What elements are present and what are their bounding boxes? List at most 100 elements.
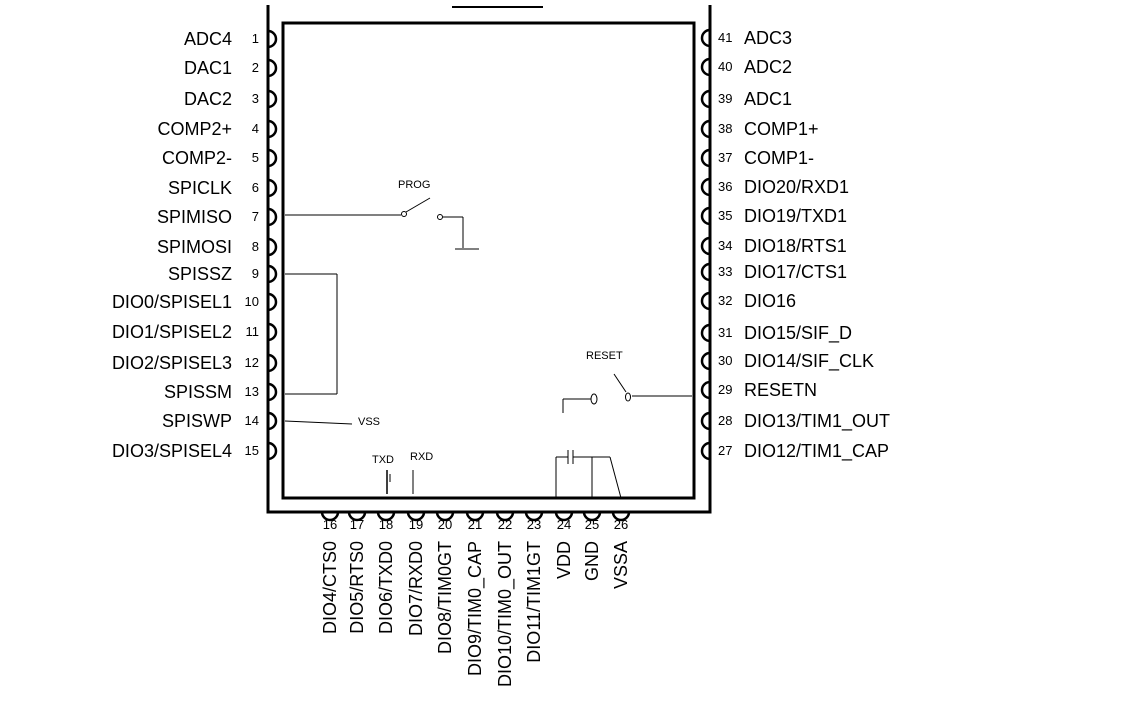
castellated-pads [267, 28, 711, 522]
bottom-pad [465, 511, 485, 522]
right-pad [700, 57, 711, 77]
right-pin-name: DIO14/SIF_CLK [744, 351, 874, 372]
left-pin-name: DIO1/SPISEL2 [112, 322, 232, 342]
left-pin-number: 4 [252, 121, 259, 136]
right-pad [700, 323, 711, 343]
bottom-pad [582, 511, 602, 522]
right-pad [700, 236, 711, 256]
bottom-pad [611, 511, 631, 522]
left-pin-number: 14 [245, 413, 259, 428]
left-pad [267, 119, 278, 139]
left-pad [267, 207, 278, 227]
left-pin-name: SPIMOSI [157, 237, 232, 257]
bottom-pin-name: DIO8/TIM0GT [435, 541, 455, 654]
bottom-pin-name: DIO5/RTS0 [347, 541, 367, 634]
right-pin-number: 32 [718, 293, 732, 308]
left-pin-name: COMP2+ [157, 119, 232, 139]
bottom-pad [376, 511, 396, 522]
reset-label: RESET [586, 350, 623, 362]
left-pad [267, 441, 278, 461]
right-pad [700, 206, 711, 226]
bottom-pin-name: VDD [554, 541, 574, 579]
left-pin-name: SPISWP [162, 411, 232, 431]
bottom-pin-name: GND [582, 541, 602, 581]
left-pad [267, 178, 278, 198]
left-pad [267, 353, 278, 373]
left-pin-name: COMP2- [162, 148, 232, 168]
bottom-pin-number: 22 [498, 517, 512, 532]
left-pin-name: DAC1 [184, 58, 232, 78]
left-pin-number: 11 [246, 324, 260, 339]
bottom-pin-number: 19 [409, 517, 423, 532]
bottom-pad [347, 511, 367, 522]
right-pin-name: ADC1 [744, 89, 792, 109]
left-pin-name: ADC4 [184, 29, 232, 49]
txd-rxd-notes: TXD RXD [372, 451, 433, 494]
right-pin-number: 28 [718, 413, 732, 428]
right-pin-name: DIO18/RTS1 [744, 236, 847, 256]
rxd-label: RXD [410, 451, 433, 463]
right-pin-name: COMP1+ [744, 119, 819, 139]
left-pad [267, 89, 278, 109]
left-pin-number: 9 [252, 266, 259, 281]
bottom-pad [524, 511, 544, 522]
left-pin-name: DIO3/SPISEL4 [112, 441, 232, 461]
left-pin-number: 7 [252, 209, 259, 224]
right-pin-name: ADC2 [744, 57, 792, 77]
left-pin-name: SPISSZ [168, 264, 232, 284]
left-pin-number: 10 [245, 294, 259, 309]
right-pin-number: 39 [718, 91, 732, 106]
prog-label: PROG [398, 179, 430, 191]
right-pad [700, 291, 711, 311]
left-pad [267, 237, 278, 257]
left-pad [267, 148, 278, 168]
right-pin-number: 30 [718, 353, 732, 368]
right-pin-number: 41 [718, 30, 732, 45]
prog-switch: PROG [285, 179, 479, 250]
right-pad [700, 89, 711, 109]
right-pad [700, 411, 711, 431]
decoupling-capacitor [555, 450, 622, 499]
left-pin-number: 3 [252, 91, 259, 106]
bottom-pin-number: 23 [527, 517, 541, 532]
bottom-pad [320, 511, 340, 522]
right-pad [700, 380, 711, 400]
left-pin-number: 2 [252, 60, 259, 75]
right-pin-name: DIO17/CTS1 [744, 262, 847, 282]
pin-labels: 1 ADC4 2 DAC1 3 DAC2 4 COMP2+ 5 COMP2- 6 SPICLK 7 SPI… [112, 28, 890, 687]
bottom-pin-name: DIO10/TIM0_OUT [495, 541, 516, 687]
left-pin-number: 1 [252, 31, 259, 46]
left-pin-number: 8 [252, 239, 259, 254]
bottom-pin-name: DIO6/TXD0 [376, 541, 396, 634]
bottom-pin-number: 16 [323, 517, 337, 532]
left-pin-number: 13 [245, 384, 259, 399]
right-pin-number: 27 [718, 443, 732, 458]
bottom-pin-name: DIO4/CTS0 [320, 541, 340, 634]
right-pin-number: 29 [718, 382, 732, 397]
reset-switch: RESET [562, 350, 692, 413]
right-pin-number: 36 [718, 179, 732, 194]
right-pin-name: DIO20/RXD1 [744, 177, 849, 197]
left-pad [267, 292, 278, 312]
left-pin-number: 12 [245, 355, 259, 370]
right-pin-number: 35 [718, 208, 732, 223]
bottom-pin-name: DIO9/TIM0_CAP [465, 541, 486, 676]
right-pad [700, 119, 711, 139]
right-pin-name: DIO19/TXD1 [744, 206, 847, 226]
left-pin-number: 15 [245, 443, 259, 458]
bottom-pin-number: 24 [557, 517, 571, 532]
bottom-pad [435, 511, 455, 522]
left-pin-number: 6 [252, 180, 259, 195]
left-pin-name: DIO2/SPISEL3 [112, 353, 232, 373]
txd-label: TXD [372, 454, 394, 466]
left-pin-name: DIO0/SPISEL1 [112, 292, 232, 312]
left-pin-name: SPISSM [164, 382, 232, 402]
right-pin-name: DIO16 [744, 291, 796, 311]
right-pad [700, 148, 711, 168]
left-pin-name: DAC2 [184, 89, 232, 109]
left-pad [267, 58, 278, 78]
right-pin-name: COMP1- [744, 148, 814, 168]
bottom-pin-name: DIO11/TIM1GT [524, 541, 544, 663]
right-pad [700, 262, 711, 282]
